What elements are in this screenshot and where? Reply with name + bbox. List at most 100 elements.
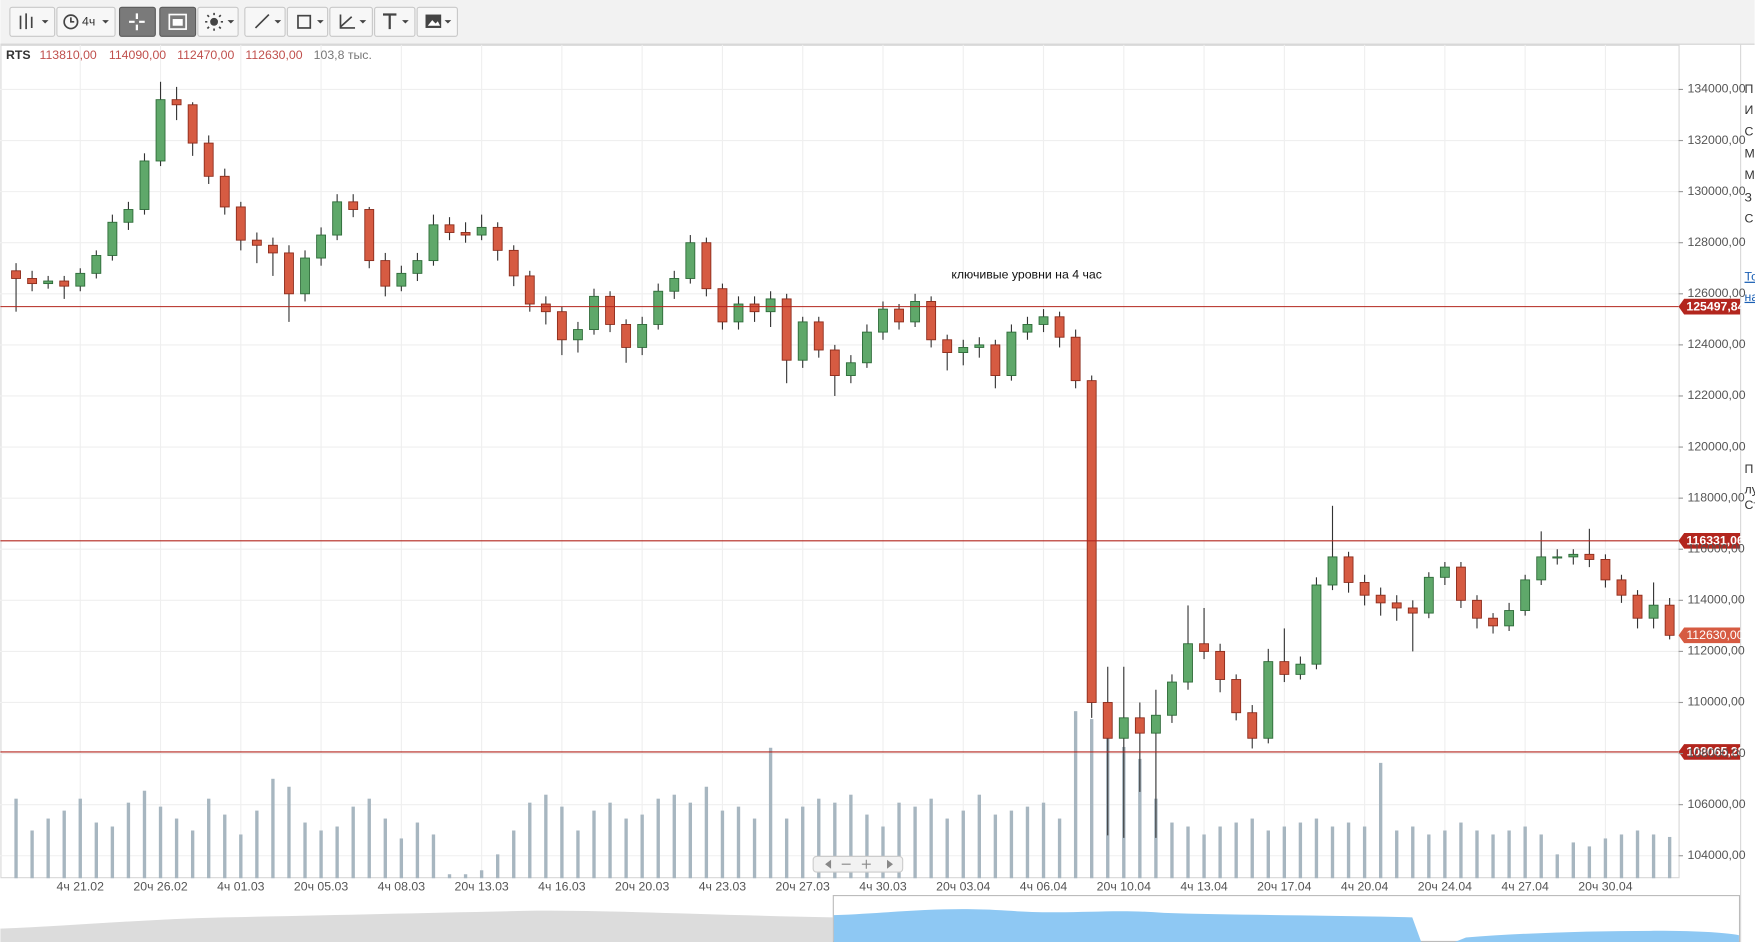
candle-body — [701, 242, 712, 290]
candle-body — [1584, 553, 1595, 560]
volume-bar — [1250, 818, 1254, 879]
candle-body — [75, 272, 86, 287]
y-tick-label: 118000,00 — [1687, 490, 1744, 504]
navigator — [0, 895, 1741, 942]
symbol: RTS — [6, 48, 31, 62]
candle-body — [1134, 717, 1145, 734]
volume-bar — [158, 806, 163, 879]
candle-body — [1600, 559, 1611, 581]
candle-body — [1488, 617, 1498, 627]
volume-bar — [913, 806, 917, 879]
volume-bar — [881, 826, 885, 879]
candle-body — [1183, 643, 1193, 683]
candle-body — [1006, 331, 1017, 376]
volume-bar — [174, 818, 179, 879]
candle-body — [203, 142, 214, 177]
y-tick-label: 110000,00 — [1687, 695, 1744, 709]
volume-bar — [672, 794, 676, 879]
volume-bar — [640, 814, 644, 879]
candle-body — [332, 201, 343, 236]
volume-bar — [1314, 818, 1319, 879]
toolbar-buttons: 4ч — [9, 6, 458, 37]
fib-tool-button[interactable] — [329, 6, 373, 37]
candle-body — [653, 290, 664, 325]
candle-body — [235, 206, 246, 241]
volume-bar — [62, 810, 66, 879]
candle-body — [894, 308, 904, 323]
candle-body — [316, 234, 327, 259]
y-tick-label: 116000,00 — [1687, 541, 1744, 555]
candle-body — [958, 346, 969, 353]
candle-body — [428, 224, 439, 262]
volume-bar — [961, 810, 965, 879]
volume-bar — [945, 818, 949, 879]
sidebar: ПИСММЗСТонаПлуСт — [1745, 82, 1755, 512]
candle-body — [926, 301, 937, 341]
shape-tool-button[interactable] — [286, 6, 329, 37]
candle-body — [556, 311, 567, 341]
text-tool-button[interactable] — [374, 6, 416, 37]
line-tool-button[interactable] — [244, 6, 286, 37]
timeframe-label: 4ч — [82, 15, 95, 29]
y-tick-label: 130000,00 — [1687, 184, 1745, 198]
volume-bar — [1603, 838, 1608, 879]
volume-bar — [624, 818, 628, 879]
volume-bar — [14, 798, 18, 879]
candle-body — [733, 303, 744, 323]
candle-body — [1472, 599, 1482, 619]
x-tick-label: 4ч 13.04 — [1180, 879, 1228, 893]
volume-bar — [126, 802, 131, 879]
volume-bar — [479, 870, 484, 879]
y-tick-label: 106000,00 — [1687, 797, 1745, 811]
volume-bar — [303, 822, 307, 879]
level-label: 116331,06 — [1686, 534, 1744, 548]
x-tick-label: 4ч 16.03 — [538, 879, 586, 893]
candle-body — [1568, 553, 1579, 558]
x-tick-label: 20ч 27.03 — [776, 879, 830, 893]
volume-bar — [271, 778, 275, 879]
volume-bar — [833, 802, 837, 879]
x-tick-label: 20ч 13.03 — [454, 879, 508, 893]
candle-body — [1263, 661, 1274, 739]
icon — [316, 20, 324, 24]
candle-body — [1648, 604, 1659, 619]
icon — [168, 13, 187, 30]
icon — [41, 20, 49, 24]
icon — [102, 20, 109, 24]
volume-bar — [1266, 830, 1270, 879]
volume-bar — [544, 794, 548, 879]
candle-body — [1343, 556, 1354, 583]
candle-body — [1118, 717, 1129, 739]
y-tick-label: 132000,00 — [1687, 133, 1745, 147]
y-tick-label: 122000,00 — [1687, 388, 1745, 402]
candle-body — [171, 99, 182, 106]
scroll-control — [812, 855, 904, 873]
volume-bar — [1459, 822, 1463, 879]
scroll-bar[interactable] — [812, 855, 904, 873]
sidebar-text: З — [1745, 190, 1752, 204]
level-label: 108065,28 — [1686, 745, 1744, 759]
candle-body — [1423, 576, 1434, 614]
volume-bar — [1298, 822, 1303, 879]
candle-body — [540, 303, 551, 313]
x-tick-label: 4ч 08.03 — [378, 879, 426, 893]
volume-bar — [190, 830, 195, 879]
volume-bar — [817, 798, 821, 879]
candle-body — [492, 226, 503, 251]
volume-bar — [929, 798, 933, 879]
sidebar-text: Ст — [1745, 498, 1755, 512]
x-tick-label: 20ч 17.04 — [1257, 879, 1311, 893]
icon — [402, 20, 409, 24]
x-tick-label: 20ч 24.04 — [1418, 879, 1472, 893]
crosshair-button[interactable] — [118, 6, 156, 37]
volume-bar — [1009, 810, 1014, 879]
sidebar-text: М — [1745, 168, 1755, 182]
icon — [210, 17, 218, 26]
candle-body — [348, 201, 359, 210]
annotation: ключивые уровни на 4 час — [951, 267, 1102, 281]
candle-body — [669, 278, 680, 292]
volume-bar — [1218, 826, 1222, 879]
candle-body — [910, 301, 921, 323]
candle-body — [1616, 579, 1627, 596]
volume-bar — [1539, 834, 1543, 879]
